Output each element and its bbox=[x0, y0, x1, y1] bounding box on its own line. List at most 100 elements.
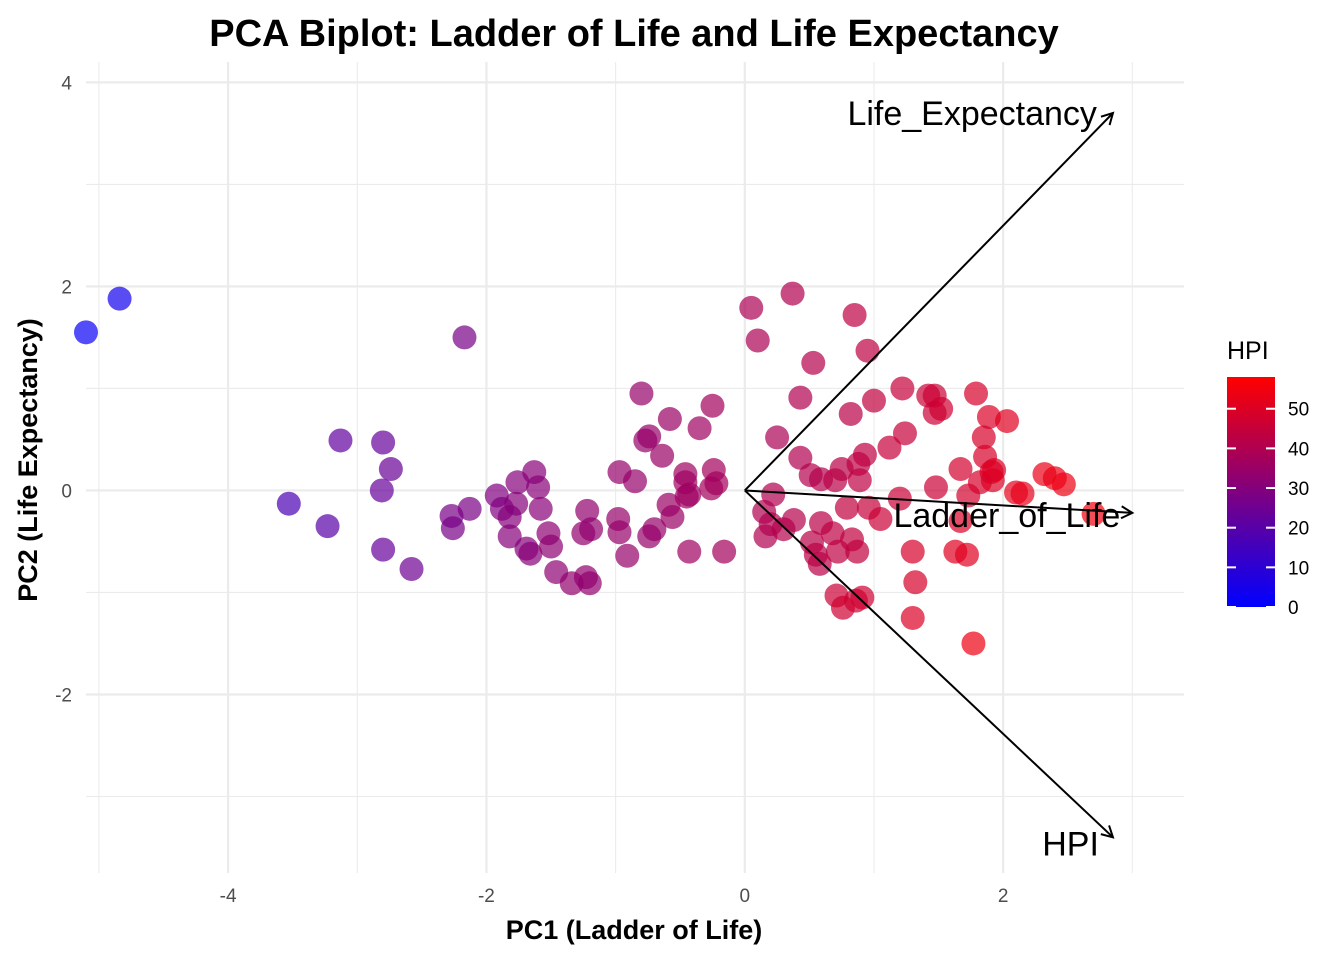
data-point bbox=[954, 542, 979, 567]
data-point bbox=[504, 491, 529, 516]
data-point bbox=[452, 325, 477, 350]
data-point bbox=[526, 475, 551, 500]
data-point bbox=[440, 516, 465, 541]
data-point bbox=[788, 445, 813, 470]
y-tick-label: 4 bbox=[61, 73, 72, 94]
data-point bbox=[607, 520, 632, 545]
legend-tick-label: 50 bbox=[1288, 400, 1309, 421]
scatter-points bbox=[74, 281, 1106, 656]
data-point bbox=[948, 509, 973, 534]
loading-vectors: Life_Expectancy Ladder_of_Life HPI bbox=[744, 95, 1133, 863]
x-axis-title: PC1 (Ladder of Life) bbox=[506, 915, 763, 945]
data-point bbox=[923, 475, 948, 500]
data-point bbox=[976, 405, 1001, 430]
loading-label: Ladder_of_Life bbox=[893, 497, 1120, 535]
data-point bbox=[838, 401, 863, 426]
data-point bbox=[623, 469, 647, 494]
data-point bbox=[964, 381, 989, 406]
data-point bbox=[528, 496, 553, 521]
data-point bbox=[780, 281, 805, 306]
data-point bbox=[890, 376, 915, 401]
data-point bbox=[861, 388, 886, 413]
data-point bbox=[371, 537, 396, 562]
legend-tick-label: 30 bbox=[1288, 479, 1309, 500]
data-point bbox=[539, 534, 564, 559]
data-point bbox=[834, 495, 859, 520]
plot-grid bbox=[86, 62, 1184, 873]
data-point bbox=[378, 457, 403, 482]
data-point bbox=[980, 468, 1005, 493]
legend-tick-label: 10 bbox=[1288, 558, 1309, 579]
data-point bbox=[700, 393, 725, 418]
data-point bbox=[847, 468, 872, 493]
data-point bbox=[276, 491, 301, 516]
data-point bbox=[868, 507, 893, 532]
data-point bbox=[457, 496, 482, 521]
data-point bbox=[753, 524, 778, 549]
data-point bbox=[852, 442, 877, 467]
data-point bbox=[712, 539, 737, 564]
loading-arrow bbox=[744, 113, 1113, 492]
data-point bbox=[642, 517, 667, 542]
data-point bbox=[107, 286, 132, 311]
loading-label: HPI bbox=[1042, 825, 1099, 863]
data-point bbox=[1051, 472, 1076, 497]
y-tick-label: 0 bbox=[61, 481, 72, 502]
data-point bbox=[961, 631, 986, 656]
data-point bbox=[497, 524, 522, 549]
data-point bbox=[687, 416, 712, 441]
data-point bbox=[956, 483, 981, 508]
data-point bbox=[850, 585, 875, 610]
data-point bbox=[657, 407, 682, 432]
data-point bbox=[74, 320, 98, 345]
data-point bbox=[328, 428, 353, 453]
data-point bbox=[660, 504, 685, 529]
x-tick-label: 2 bbox=[998, 886, 1009, 907]
data-point bbox=[845, 539, 870, 564]
data-point bbox=[629, 381, 654, 406]
data-point bbox=[399, 557, 424, 582]
legend-colorbar bbox=[1227, 377, 1275, 607]
data-point bbox=[637, 424, 662, 449]
data-point bbox=[820, 521, 845, 546]
y-tick-label: 2 bbox=[61, 277, 72, 298]
loading-label: Life_Expectancy bbox=[847, 95, 1097, 133]
data-point bbox=[900, 605, 925, 630]
data-point bbox=[739, 295, 764, 320]
x-axis-tick-labels: -4 -2 0 2 bbox=[220, 886, 1009, 907]
legend-tick-label: 40 bbox=[1288, 439, 1309, 460]
data-point bbox=[615, 543, 640, 568]
data-point bbox=[650, 443, 675, 468]
data-point bbox=[677, 539, 702, 564]
legend-title: HPI bbox=[1227, 337, 1269, 365]
loading-arrow bbox=[744, 489, 1133, 512]
legend-tick-label: 20 bbox=[1288, 519, 1309, 540]
data-point bbox=[892, 421, 917, 446]
data-point bbox=[575, 498, 600, 523]
chart-title: PCA Biplot: Ladder of Life and Life Expe… bbox=[209, 13, 1058, 55]
data-point bbox=[900, 539, 925, 564]
data-point bbox=[315, 514, 340, 539]
data-point bbox=[369, 478, 394, 503]
data-point bbox=[518, 541, 543, 566]
data-point bbox=[781, 508, 806, 533]
y-axis-tick-labels: -2 0 2 4 bbox=[55, 73, 72, 706]
data-point bbox=[704, 471, 729, 496]
legend-tick-label: 0 bbox=[1288, 598, 1299, 619]
data-point bbox=[577, 571, 602, 596]
data-point bbox=[929, 396, 954, 421]
x-tick-label: -2 bbox=[478, 886, 495, 907]
data-point bbox=[995, 409, 1020, 434]
data-point bbox=[842, 302, 867, 327]
hpi-color-legend: HPI 0 10 20 30 40 50 bbox=[1227, 337, 1309, 619]
data-point bbox=[765, 425, 790, 450]
loading-arrow bbox=[744, 489, 1113, 837]
data-point bbox=[971, 425, 996, 450]
y-axis-title: PC2 (Life Expectancy) bbox=[13, 318, 43, 602]
data-point bbox=[371, 430, 396, 455]
data-point bbox=[579, 517, 604, 542]
data-point bbox=[1081, 501, 1106, 526]
data-point bbox=[807, 551, 832, 576]
data-point bbox=[745, 328, 770, 353]
